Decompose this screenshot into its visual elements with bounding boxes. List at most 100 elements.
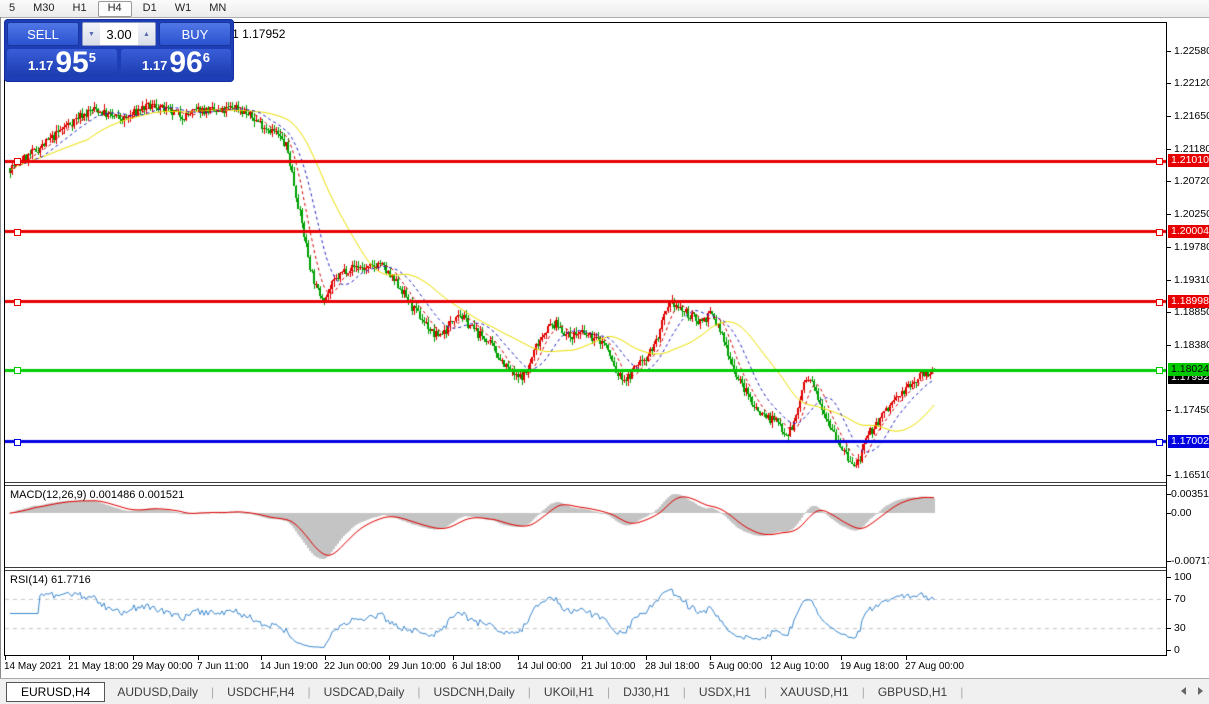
tab-usdchf-h4[interactable]: USDCHF,H4 — [227, 685, 295, 699]
hline-price-badge: 1.18998 — [1168, 295, 1209, 308]
time-axis-label: 14 Jul 00:00 — [517, 661, 572, 672]
price-chart-canvas[interactable] — [5, 23, 1166, 482]
buy-price-big: 96 — [169, 46, 203, 79]
price-axis-label: 1.17450 — [1174, 404, 1209, 416]
time-axis-label: 29 Jun 10:00 — [388, 661, 446, 672]
rsi-panel-canvas[interactable] — [5, 571, 1166, 655]
price-axis-tick — [1167, 410, 1171, 411]
panel-resize-handle-rsi[interactable] — [5, 567, 1166, 571]
tab-separator: | — [417, 685, 421, 699]
time-axis-tick — [906, 656, 907, 660]
time-axis-label: 27 Aug 00:00 — [905, 661, 964, 672]
tab-usdcad-daily[interactable]: USDCAD,Daily — [323, 685, 405, 699]
hline-handle[interactable] — [1156, 439, 1163, 446]
hline-handle[interactable] — [14, 367, 21, 374]
sell-price-prefix: 1.17 — [28, 58, 54, 73]
rsi-indicator-label: RSI(14) 61.7716 — [10, 574, 91, 586]
macd-axis-label: -0.007178 — [1171, 555, 1209, 567]
price-axis-tick — [1167, 116, 1171, 117]
hline-handle[interactable] — [1156, 367, 1163, 374]
timeframe-5[interactable]: 5 — [9, 2, 16, 14]
volume-increase-button[interactable]: ▲ — [138, 23, 155, 45]
macd-panel-canvas[interactable] — [5, 486, 1166, 567]
tab-separator: | — [960, 685, 964, 699]
time-axis-label: 7 Jun 11:00 — [197, 661, 249, 672]
price-axis-tick — [1167, 214, 1171, 215]
buy-button[interactable]: BUY — [159, 22, 231, 46]
hline-price-badge: 1.21010 — [1168, 154, 1209, 167]
time-axis-tick — [69, 656, 70, 660]
time-axis-tick — [5, 656, 6, 660]
chart-window: ▲ EURUSD,H4 1.17954 1.17958 1.17951 1.17… — [4, 22, 1167, 656]
tab-scroll-right-icon[interactable] — [1198, 687, 1203, 695]
tab-scroll-left-icon[interactable] — [1181, 687, 1186, 695]
rsi-axis-tick — [1167, 577, 1171, 578]
tab-usdcnh-daily[interactable]: USDCNH,Daily — [433, 685, 515, 699]
time-axis-tick — [710, 656, 711, 660]
time-axis-tick — [389, 656, 390, 660]
hline-handle[interactable] — [14, 158, 21, 165]
sell-price-display[interactable]: 1.17 95 5 — [7, 46, 117, 79]
rsi-axis-label: 0 — [1174, 644, 1180, 656]
timeframe-d1[interactable]: D1 — [142, 2, 157, 14]
time-axis-label: 29 May 00:00 — [132, 661, 193, 672]
time-axis-tick — [518, 656, 519, 660]
timeframe-h4[interactable]: H4 — [97, 0, 132, 17]
hline-handle[interactable] — [1156, 158, 1163, 165]
hline-handle[interactable] — [14, 439, 21, 446]
time-axis-label: 21 May 18:00 — [68, 661, 129, 672]
price-axis-label: 1.20250 — [1174, 208, 1209, 220]
tab-usdx-h1[interactable]: USDX,H1 — [698, 685, 751, 699]
rsi-axis-label: 30 — [1174, 622, 1186, 634]
price-axis-label: 1.18850 — [1174, 306, 1209, 318]
time-axis-label: 19 Aug 18:00 — [840, 661, 899, 672]
rsi-axis-tick — [1167, 650, 1171, 651]
buy-price-display[interactable]: 1.17 96 6 — [121, 46, 231, 79]
macd-axis-tick — [1167, 561, 1171, 562]
rsi-axis-tick — [1167, 628, 1171, 629]
tab-xauusd-h1[interactable]: XAUUSD,H1 — [780, 685, 849, 699]
price-axis-tick — [1167, 83, 1171, 84]
volume-input[interactable]: 3.00 — [100, 23, 138, 45]
time-axis-tick — [841, 656, 842, 660]
sell-price-big: 95 — [55, 46, 89, 79]
tab-gbpusd-h1[interactable]: GBPUSD,H1 — [877, 685, 948, 699]
volume-decrease-button[interactable]: ▼ — [83, 23, 100, 45]
price-axis-label: 1.18380 — [1174, 339, 1209, 351]
tab-separator: | — [861, 685, 865, 699]
timeframe-m30[interactable]: M30 — [33, 2, 55, 14]
hline-handle[interactable] — [14, 299, 21, 306]
tab-audusd-daily[interactable]: AUDUSD,Daily — [117, 685, 199, 699]
volume-spinner: ▼ 3.00 ▲ — [82, 22, 156, 46]
hline-handle[interactable] — [14, 229, 21, 236]
chart-tab-bar: EURUSD,H4 AUDUSD,Daily | USDCHF,H4 | USDCAD,D… — [0, 678, 1209, 704]
time-axis-tick — [582, 656, 583, 660]
price-axis-label: 1.22580 — [1174, 45, 1209, 57]
timeframe-w1[interactable]: W1 — [174, 2, 192, 14]
macd-axis-label: 0.003515 — [1171, 488, 1209, 500]
price-axis-label: 1.22120 — [1174, 77, 1209, 89]
tab-dj30-h1[interactable]: DJ30,H1 — [623, 685, 670, 699]
tab-eurusd-h4[interactable]: EURUSD,H4 — [6, 682, 106, 702]
sell-price-pip: 5 — [88, 50, 96, 65]
tab-separator: | — [307, 685, 311, 699]
hline-handle[interactable] — [1156, 299, 1163, 306]
sell-button[interactable]: SELL — [7, 22, 79, 46]
hline-price-badge: 1.20004 — [1168, 225, 1209, 238]
time-axis-tick — [453, 656, 454, 660]
time-axis-tick — [133, 656, 134, 660]
timeframe-mn[interactable]: MN — [209, 2, 227, 14]
time-axis-label: 12 Aug 10:00 — [770, 661, 829, 672]
panel-resize-handle-macd[interactable] — [5, 482, 1166, 486]
price-axis-label: 1.20720 — [1174, 175, 1209, 187]
time-axis-label: 22 Jun 00:00 — [324, 661, 382, 672]
tab-ukoil-h1[interactable]: UKOil,H1 — [543, 685, 594, 699]
tab-scroll-buttons — [1181, 687, 1203, 695]
hline-handle[interactable] — [1156, 229, 1163, 236]
timeframe-h1[interactable]: H1 — [72, 2, 87, 14]
price-axis-label: 1.21180 — [1174, 143, 1209, 155]
tab-separator: | — [211, 685, 215, 699]
rsi-axis-label: 70 — [1174, 593, 1186, 605]
timeframe-toolbar: 5 M30 H1 H4 D1 W1 MN — [0, 0, 1209, 18]
